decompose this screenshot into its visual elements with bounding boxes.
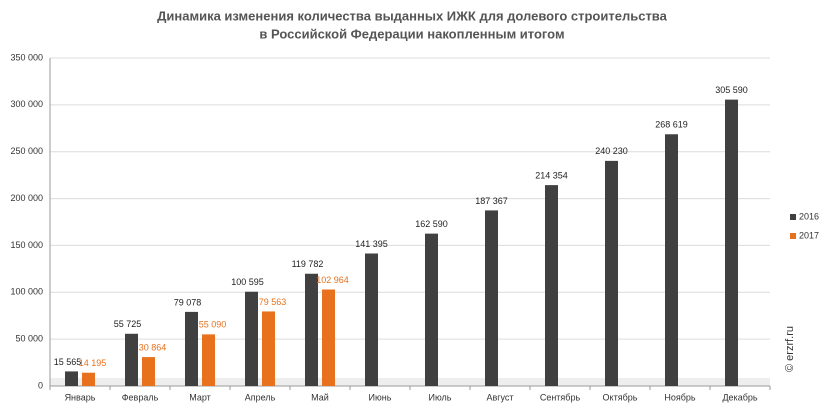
- value-label: 141 395: [355, 239, 388, 249]
- value-label: 119 782: [292, 259, 324, 269]
- chart-title: Динамика изменения количества выданных И…: [157, 8, 668, 23]
- bar: [545, 185, 558, 386]
- x-tick-label: Ноябрь: [664, 392, 696, 402]
- value-label: 214 354: [535, 170, 568, 180]
- y-tick-label: 150 000: [10, 240, 43, 250]
- x-tick-label: Январь: [65, 392, 96, 402]
- value-label: 187 367: [475, 196, 508, 206]
- x-tick-label: Май: [311, 392, 329, 402]
- y-tick-label: 0: [38, 380, 43, 390]
- bar: [485, 210, 498, 386]
- legend-label: 2017: [799, 230, 819, 240]
- legend-swatch: [790, 233, 796, 239]
- bar: [605, 160, 618, 386]
- bar: [262, 311, 275, 386]
- value-label: 30 864: [139, 342, 167, 352]
- chart-title: в Российской Федерации накопленным итого…: [259, 26, 564, 41]
- y-tick-label: 250 000: [10, 146, 43, 156]
- x-tick-label: Октябрь: [603, 392, 638, 402]
- bar: [82, 372, 95, 386]
- legend-swatch: [790, 214, 796, 220]
- bar: [202, 334, 215, 386]
- bar: [665, 134, 678, 386]
- bar: [322, 289, 335, 386]
- y-tick-label: 50 000: [15, 334, 43, 344]
- value-label: 240 230: [595, 146, 628, 156]
- bar: [185, 311, 198, 386]
- value-label: 268 619: [655, 120, 688, 130]
- y-tick-label: 300 000: [10, 99, 43, 109]
- value-label: 162 590: [415, 219, 448, 229]
- value-label: 55 090: [199, 320, 227, 330]
- legend-label: 2016: [799, 211, 819, 221]
- bar: [142, 357, 155, 386]
- floor: [50, 378, 770, 386]
- x-tick-label: Март: [189, 392, 211, 402]
- value-label: 55 725: [114, 319, 142, 329]
- y-tick-label: 100 000: [10, 287, 43, 297]
- value-label: 100 595: [231, 277, 264, 287]
- bar: [65, 371, 78, 386]
- bar: [245, 291, 258, 386]
- x-tick-label: Август: [486, 392, 513, 402]
- value-label: 14 195: [79, 358, 107, 368]
- y-tick-label: 350 000: [10, 52, 43, 62]
- bar: [365, 253, 378, 386]
- value-label: 102 964: [316, 275, 349, 285]
- x-tick-label: Сентябрь: [540, 392, 581, 402]
- bar: [125, 333, 138, 386]
- x-tick-label: Декабрь: [722, 392, 757, 402]
- x-tick-label: Июль: [429, 392, 452, 402]
- x-tick-label: Апрель: [245, 392, 276, 402]
- value-label: 305 590: [715, 85, 748, 95]
- bar: [725, 99, 738, 386]
- bar: [425, 233, 438, 386]
- y-tick-label: 200 000: [10, 193, 43, 203]
- bar: [305, 273, 318, 386]
- value-label: 15 565: [54, 357, 82, 367]
- x-tick-label: Июнь: [369, 392, 392, 402]
- watermark: © erzrf.ru: [784, 326, 796, 372]
- value-label: 79 078: [174, 297, 202, 307]
- value-label: 79 563: [259, 297, 287, 307]
- x-tick-label: Февраль: [122, 392, 159, 402]
